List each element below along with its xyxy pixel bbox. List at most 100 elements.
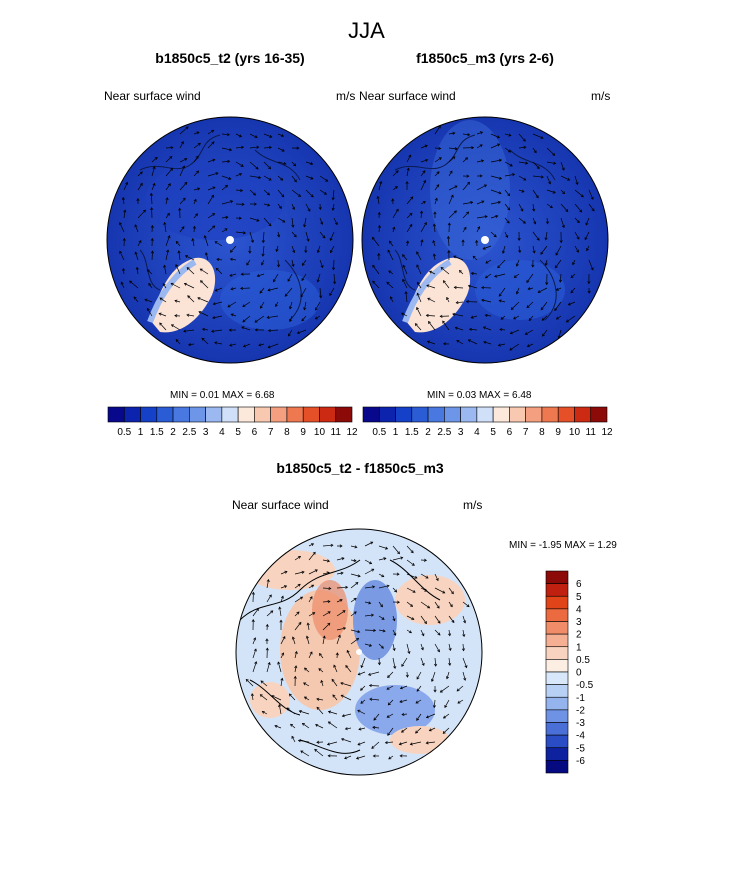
- wind-vector-head: [540, 251, 544, 255]
- wind-vector-head: [438, 146, 442, 150]
- wind-vector-head: [387, 674, 391, 678]
- wind-vector-head: [187, 295, 191, 299]
- wind-vector-head: [159, 297, 163, 301]
- wind-vector-head: [332, 267, 336, 271]
- wind-vector: [443, 280, 450, 289]
- colorbar-tick-label: 6: [576, 579, 582, 590]
- wind-vector: [254, 315, 265, 323]
- wind-vector-head: [399, 699, 403, 703]
- colorbar-tick-label: -4: [576, 731, 585, 742]
- wind-vector-head: [372, 754, 376, 758]
- wind-vector: [350, 611, 357, 617]
- wind-vector: [235, 133, 242, 137]
- wind-vector: [262, 245, 265, 257]
- wind-vector-head: [380, 645, 384, 649]
- wind-vector: [280, 678, 283, 687]
- wind-vector-head: [306, 622, 310, 626]
- wind-vector: [322, 572, 330, 575]
- wind-vector-head: [341, 557, 345, 561]
- wind-vector: [332, 203, 335, 211]
- wind-vector: [122, 268, 125, 275]
- wind-vector-head: [498, 299, 502, 303]
- wind-vector-head: [424, 621, 427, 625]
- wind-vector: [170, 283, 181, 289]
- wind-vector: [386, 685, 394, 690]
- wind-vector: [428, 321, 436, 331]
- wind-vector: [546, 217, 548, 224]
- map3-difference: [236, 529, 482, 775]
- wind-vector-head: [187, 343, 192, 347]
- wind-vector-head: [163, 264, 167, 268]
- wind-vector-head: [357, 742, 361, 746]
- wind-vector: [263, 161, 271, 170]
- wind-vector-head: [333, 281, 337, 285]
- wind-vector-head: [300, 750, 304, 754]
- wind-vector: [468, 339, 478, 345]
- colorbar-swatch: [460, 406, 478, 423]
- wind-vector-head: [195, 155, 199, 159]
- wind-vector-head: [544, 262, 548, 266]
- wind-vector: [429, 271, 436, 275]
- wind-vector-head: [255, 166, 259, 170]
- wind-vector-head: [261, 710, 265, 714]
- wind-vector-head: [310, 194, 314, 198]
- colorbar-tick-label: 1: [576, 642, 582, 653]
- map2-wind-speed: [362, 117, 608, 363]
- wind-vector-head: [429, 270, 433, 274]
- wind-vector-head: [211, 141, 215, 145]
- wind-vector: [277, 217, 285, 223]
- wind-vector-head: [184, 181, 188, 185]
- wind-vector: [448, 147, 458, 150]
- colorbar-tick-label: 11: [586, 427, 597, 438]
- wind-vector-head: [253, 648, 257, 652]
- wind-vector: [386, 281, 394, 289]
- wind-vector: [406, 240, 409, 247]
- wind-vector-head: [345, 585, 349, 589]
- wind-vector-head: [426, 340, 430, 344]
- wind-vector-head: [498, 158, 503, 162]
- wind-vector-head: [432, 239, 436, 244]
- wind-vector: [341, 738, 352, 743]
- wind-vector: [336, 557, 345, 561]
- wind-vector: [504, 189, 510, 196]
- wind-vector-head: [123, 209, 127, 213]
- wind-vector-head: [265, 647, 269, 651]
- wind-vector-head: [311, 584, 315, 588]
- wind-vector: [280, 595, 284, 603]
- wind-vector: [462, 615, 466, 623]
- wind-vector-head: [470, 315, 474, 319]
- wind-vector-head: [292, 206, 296, 210]
- wind-vector: [263, 175, 272, 181]
- wind-vector-head: [570, 290, 574, 294]
- wind-vector-head: [356, 637, 360, 641]
- wind-vector-head: [318, 668, 322, 672]
- wind-vector-head: [561, 224, 565, 229]
- wind-vector: [350, 545, 357, 548]
- wind-vector: [429, 727, 436, 731]
- wind-vector: [448, 210, 457, 219]
- wind-vector: [137, 171, 143, 177]
- wind-vector: [346, 650, 352, 659]
- colorbar-tick-label: 6: [507, 427, 513, 438]
- wind-vector-head: [427, 605, 431, 609]
- wind-vector: [432, 240, 436, 247]
- wind-vector-head: [434, 197, 438, 201]
- wind-vector: [260, 694, 268, 701]
- wind-vector: [586, 245, 590, 251]
- wind-vector: [263, 203, 270, 206]
- wind-vector: [151, 166, 155, 177]
- wind-vector-head: [316, 250, 320, 254]
- wind-vector-head: [163, 221, 167, 225]
- wind-vector: [268, 329, 279, 332]
- wind-vector-head: [372, 725, 376, 730]
- wind-vector: [322, 544, 333, 547]
- wind-vector: [336, 572, 344, 575]
- wind-vector-head: [387, 702, 391, 706]
- wind-vector-head: [420, 647, 424, 651]
- wind-vector-head: [552, 190, 556, 194]
- wind-vector-head: [461, 648, 466, 652]
- wind-vector: [221, 228, 228, 233]
- wind-vector-head: [256, 274, 260, 278]
- wind-vector: [388, 270, 394, 275]
- wind-vector-head: [464, 665, 468, 669]
